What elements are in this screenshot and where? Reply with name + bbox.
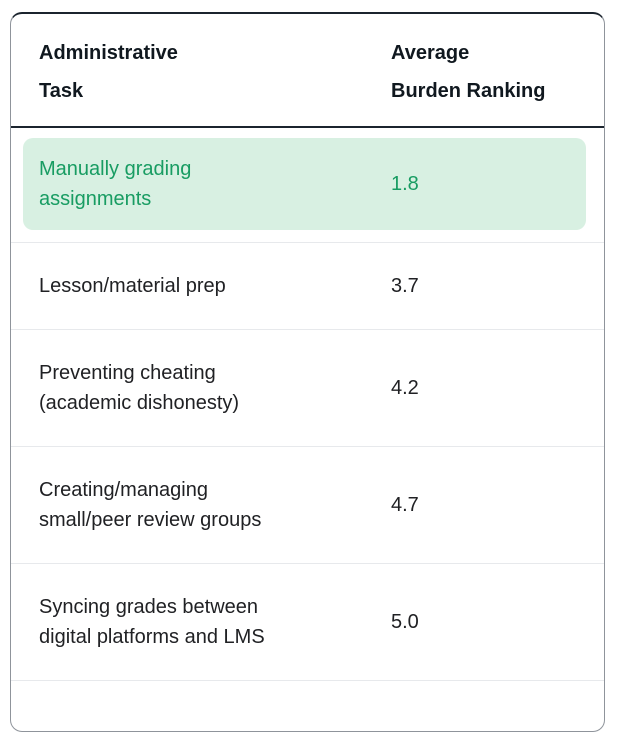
value-cell: 4.2 (391, 377, 419, 399)
table-header-row: Administrative Task Average Burden Ranki… (11, 14, 604, 128)
table-row: Syncing grades between digital platforms… (11, 563, 604, 680)
value-cell: 5.0 (391, 611, 419, 633)
column-header-administrative-task: Administrative Task (39, 42, 178, 102)
burden-ranking-table: Administrative Task Average Burden Ranki… (10, 12, 605, 732)
highlighted-row: Manually grading assignments 1.8 (23, 138, 586, 230)
task-cell: Syncing grades between digital platforms… (39, 596, 265, 648)
table-row: Lesson/material prep 3.7 (11, 242, 604, 329)
task-cell: Preventing cheating (academic dishonesty… (39, 362, 240, 414)
task-cell: Creating/managing small/peer review grou… (39, 479, 262, 531)
column-header-average-burden-ranking: Average Burden Ranking (391, 42, 546, 102)
value-cell: 3.7 (391, 275, 419, 297)
table-row-cutoff (11, 680, 604, 731)
table-row: Creating/managing small/peer review grou… (11, 446, 604, 563)
value-cell: 4.7 (391, 494, 419, 516)
task-cell: Manually grading assignments (39, 158, 192, 210)
table-row: Preventing cheating (academic dishonesty… (11, 329, 604, 446)
value-cell: 1.8 (391, 173, 419, 195)
table-row: Manually grading assignments 1.8 (11, 128, 604, 242)
task-cell: Lesson/material prep (39, 275, 226, 297)
